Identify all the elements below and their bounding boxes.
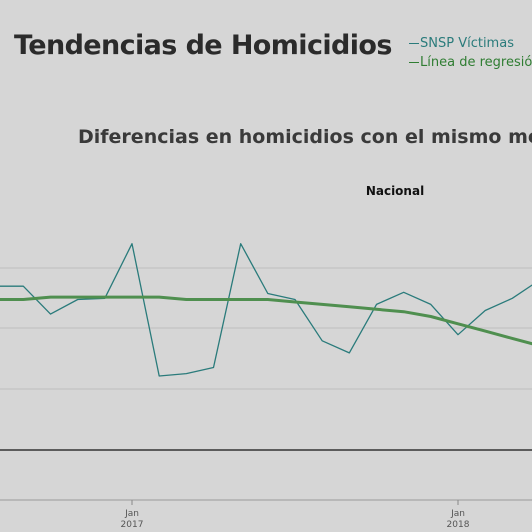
series-line-regresion <box>0 295 532 346</box>
series-lines <box>0 243 532 377</box>
x-tick-label-2018-year: 2018 <box>447 520 470 530</box>
legend-swatch-victimas <box>409 42 419 45</box>
chart-subtitle: Nacional <box>366 184 424 198</box>
chart-title: Diferencias en homicidios con el mismo m… <box>78 126 532 148</box>
series-line-victimas <box>0 243 532 377</box>
chart-legend: SNSP Víctimas Línea de regresión <box>409 34 532 72</box>
legend-swatch-regresion <box>409 61 419 64</box>
legend-label-victimas: SNSP Víctimas <box>420 36 514 51</box>
x-axis: Jan 2017 Jan 2018 <box>121 500 470 530</box>
page-title: Tendencias de Homicidios <box>14 30 392 61</box>
legend-item-victimas[interactable]: SNSP Víctimas <box>409 34 532 53</box>
legend-item-regresion[interactable]: Línea de regresión <box>409 53 532 72</box>
x-tick-label-2017-year: 2017 <box>121 520 144 530</box>
x-tick-label-2017-month: Jan <box>124 509 139 519</box>
grid-lines <box>0 267 532 501</box>
x-tick-label-2018-month: Jan <box>450 509 465 519</box>
legend-label-regresion: Línea de regresión <box>420 55 532 70</box>
